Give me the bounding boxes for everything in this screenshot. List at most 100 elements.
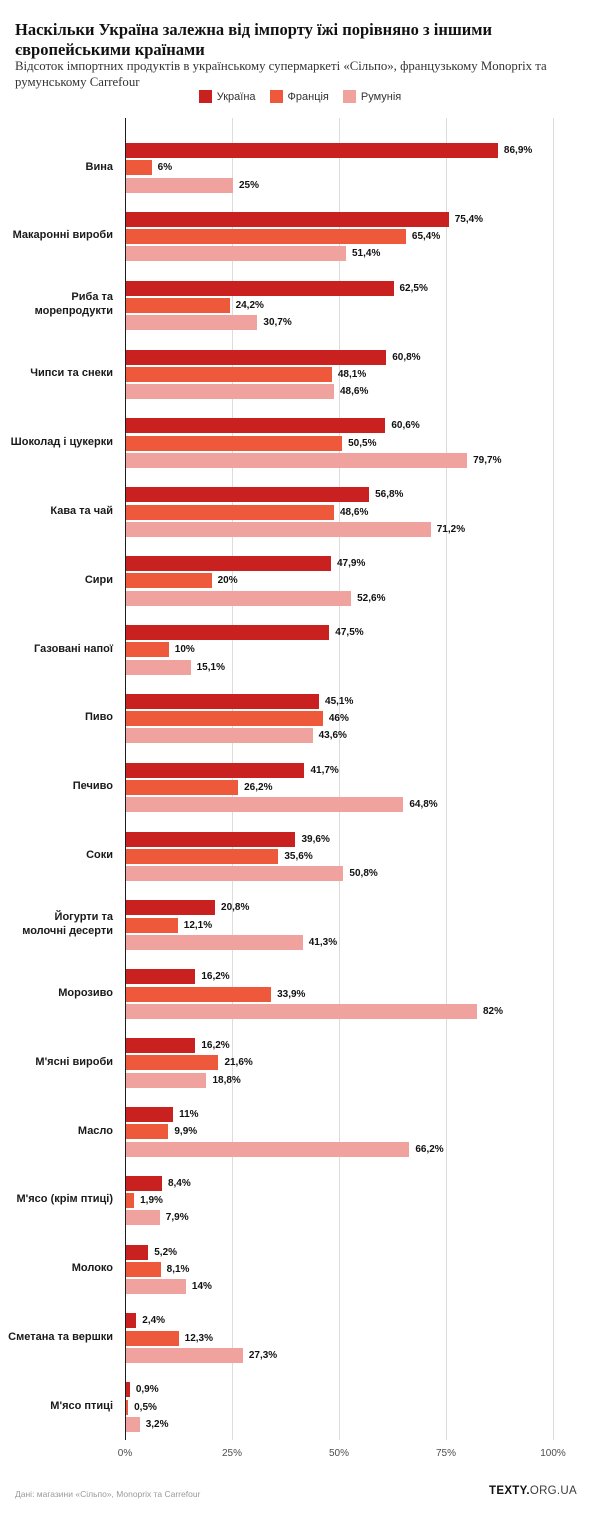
x-axis-tick-label: 100% [540, 1448, 566, 1459]
category-label: Вина [85, 160, 113, 173]
bar-value-label: 27,3% [248, 1350, 278, 1362]
bar [126, 866, 344, 882]
bar-value-label: 48,6% [340, 386, 369, 398]
bar-value-label: 47,5% [335, 626, 364, 638]
bar [126, 1382, 130, 1398]
bar [126, 693, 320, 709]
bar [126, 211, 449, 227]
bar-value-label: 50,5% [348, 437, 377, 449]
y-axis-line [125, 118, 126, 1440]
bar [126, 1038, 196, 1054]
bar [126, 229, 406, 245]
legend-label: Румунія [360, 90, 402, 103]
bar [126, 659, 191, 675]
category-label: М'ясо (крім птиці) [16, 1193, 113, 1206]
gridline [232, 118, 233, 1440]
bar [126, 556, 331, 572]
bar-value-label: 50,8% [349, 868, 378, 880]
bar-value-label: 48,6% [340, 506, 369, 518]
texty-logo-rest: ORG.UA [529, 1485, 577, 1497]
bar [126, 1313, 137, 1329]
bar [126, 280, 394, 296]
bar-value-label: 71,2% [436, 523, 466, 535]
bar-value-label: 60,6% [391, 420, 420, 432]
bar [126, 1141, 410, 1157]
bar [126, 521, 431, 537]
x-axis-tick-label: 25% [221, 1448, 243, 1459]
bar [126, 160, 152, 176]
bar [126, 728, 313, 744]
bar [126, 969, 196, 985]
bar [126, 590, 352, 606]
bar-value-label: 16,2% [201, 1040, 230, 1052]
bar [126, 917, 178, 933]
texty-logo: TEXTY.ORG.UA [489, 1485, 577, 1497]
bar-value-label: 6% [157, 162, 173, 174]
bar-value-label: 62,5% [399, 282, 428, 294]
bar-value-label: 10% [174, 644, 195, 656]
gridline [446, 118, 447, 1440]
bar [126, 900, 216, 916]
legend-label: Франція [287, 90, 329, 103]
bar-value-label: 86,9% [503, 145, 533, 156]
bar [126, 366, 332, 382]
bar-value-label: 0,5% [134, 1401, 157, 1413]
category-label: Чипси та снеки [30, 367, 113, 380]
bar-value-label: 43,6% [318, 730, 347, 742]
bar [126, 1072, 207, 1088]
legend-item: Україна [198, 90, 256, 103]
bar-value-label: 41,7% [310, 764, 339, 776]
bar [126, 1399, 129, 1415]
bar-value-label: 7,9% [165, 1212, 189, 1224]
bar-value-label: 5,2% [154, 1246, 178, 1258]
bar [126, 642, 169, 658]
category-label: Сметана та вершки [8, 1331, 113, 1344]
legend-swatch [198, 90, 212, 103]
bar-value-label: 20,8% [221, 902, 250, 914]
legend-label: Україна [216, 90, 256, 103]
bar-value-label: 8,4% [167, 1177, 191, 1189]
bar [126, 1244, 149, 1260]
category-label: Йогурти та молочні десерти [22, 911, 113, 937]
bar-value-label: 65,4% [411, 231, 441, 243]
category-label: Макаронні вироби [12, 229, 113, 242]
bar-value-label: 35,6% [284, 850, 313, 862]
category-label: Морозиво [58, 986, 113, 999]
bar [126, 711, 323, 727]
x-axis-tick-label: 50% [328, 1448, 350, 1459]
bar-value-label: 41,3% [308, 936, 338, 948]
bar-value-label: 47,9% [337, 558, 366, 570]
bar [126, 1261, 161, 1277]
bar-value-label: 11% [179, 1108, 199, 1120]
legend-swatch [342, 90, 356, 103]
bar [126, 435, 343, 451]
category-label: М'ясні вироби [35, 1055, 113, 1068]
bar-value-label: 56,8% [375, 489, 404, 501]
bar-value-label: 66,2% [415, 1143, 444, 1155]
bar [126, 1330, 179, 1346]
bar-value-label: 46% [328, 713, 349, 725]
bar [126, 934, 303, 950]
chart-title: Наскільки Україна залежна від імпорту їж… [15, 20, 493, 59]
bar [126, 298, 230, 313]
bar [126, 177, 233, 193]
bar-value-label: 39,6% [301, 833, 330, 845]
category-label: Масло [77, 1124, 113, 1137]
bar-value-label: 0,9% [135, 1384, 159, 1396]
bar-value-label: 12,3% [184, 1332, 213, 1344]
bar-value-label: 79,7% [473, 455, 502, 466]
bar-value-label: 30,7% [263, 317, 292, 329]
x-axis-tick-label: 75% [435, 1448, 457, 1459]
category-label: Молоко [71, 1262, 113, 1275]
bar-value-label: 25% [239, 179, 260, 191]
bar [126, 1210, 160, 1226]
bar-value-label: 24,2% [235, 300, 264, 311]
bar-value-label: 16,2% [201, 971, 230, 983]
texty-logo-bold: TEXTY. [489, 1485, 530, 1497]
bar [126, 1193, 135, 1209]
bar [126, 453, 468, 468]
bar [126, 1003, 477, 1019]
bar [126, 487, 370, 503]
bar-value-label: 8,1% [166, 1263, 190, 1275]
